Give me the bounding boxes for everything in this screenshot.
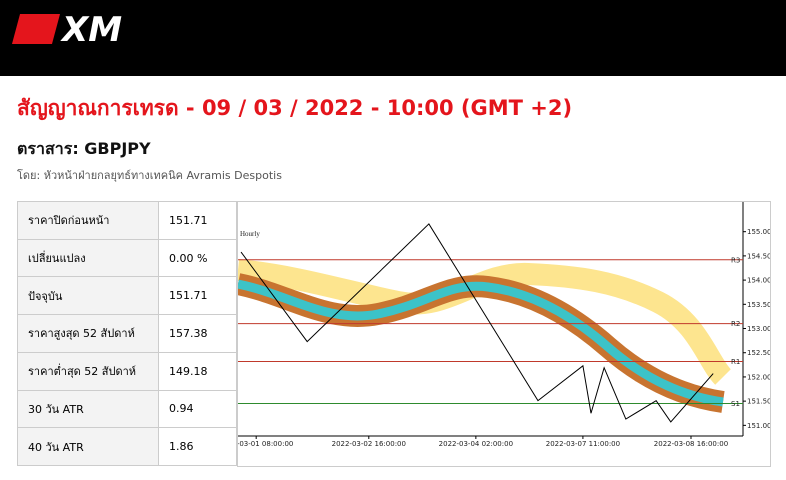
row-label: 30 วัน ATR	[17, 389, 159, 429]
row-label: 40 วัน ATR	[17, 427, 159, 466]
table-row: ราคาสูงสุด 52 สัปดาห์ 157.38	[17, 314, 237, 353]
y-tick-label: 151.00	[747, 422, 771, 430]
row-label: เปลี่ยนแปลง	[17, 238, 159, 278]
row-value: 157.38	[158, 314, 237, 353]
instrument: ตราสาร: GBPJPY	[17, 139, 151, 158]
row-value: 1.86	[158, 427, 237, 466]
table-row: ปัจจุบัน 151.71	[17, 276, 237, 316]
y-tick-label: 155.00	[747, 228, 771, 236]
x-tick-label: 2022-03-04 02:00:00	[439, 440, 513, 448]
row-value: 151.71	[158, 276, 237, 316]
band-yellow	[238, 259, 732, 385]
x-tick-label: 2022-03-02 16:00:00	[332, 440, 406, 448]
row-value: 151.71	[158, 201, 237, 240]
level-label: R1	[731, 358, 740, 366]
y-tick-label: 152.50	[747, 349, 771, 357]
y-tick-label: 151.50	[747, 398, 771, 406]
bands	[238, 259, 732, 413]
row-value: 0.00 %	[158, 238, 237, 278]
x-tick-label: 2022-03-01 08:00:00	[237, 440, 293, 448]
x-tick-label: 2022-03-07 11:00:00	[546, 440, 620, 448]
chart: Hourly 151.00 151.50 152.00 152.50 153.00 153.…	[237, 201, 771, 467]
logo[interactable]: XM	[11, 10, 123, 50]
band-teal	[238, 279, 724, 407]
price-line	[240, 223, 714, 423]
table-row: ราคาปิดก่อนหน้า 151.71	[17, 201, 237, 240]
table-row: ราคาต่ำสุด 52 สัปดาห์ 149.18	[17, 351, 237, 391]
y-tick-label: 153.50	[747, 301, 771, 309]
title: สัญญาณการเทรด - 09 / 03 / 2022 - 10:00 (…	[17, 96, 573, 120]
y-tick-label: 154.00	[747, 277, 771, 285]
table-row: 40 วัน ATR 1.86	[17, 427, 237, 466]
author: โดย: หัวหน้าฝ่ายกลยุทธ์ทางเทคนิค Avramis…	[17, 169, 282, 182]
y-tick-label: 153.00	[747, 325, 771, 333]
chart-title: Hourly	[240, 230, 260, 238]
level-label: S1	[731, 400, 740, 408]
level-label: R2	[731, 320, 740, 328]
row-label: ราคาต่ำสุด 52 สัปดาห์	[17, 351, 159, 391]
stats-table: ราคาปิดก่อนหน้า 151.71 เปลี่ยนแปลง 0.00 % ปั…	[17, 201, 237, 466]
x-tick-label: 2022-03-08 16:00:00	[654, 440, 728, 448]
y-tick-label: 154.50	[747, 252, 771, 260]
y-tick-label: 152.00	[747, 373, 771, 381]
top-bar: XM	[0, 0, 786, 76]
row-value: 149.18	[158, 351, 237, 391]
table-row: เปลี่ยนแปลง 0.00 %	[17, 238, 237, 278]
level-label: R3	[731, 256, 740, 264]
row-label: ปัจจุบัน	[17, 276, 159, 316]
row-label: ราคาปิดก่อนหน้า	[17, 201, 159, 240]
row-label: ราคาสูงสุด 52 สัปดาห์	[17, 314, 159, 353]
row-value: 0.94	[158, 389, 237, 429]
table-row: 30 วัน ATR 0.94	[17, 389, 237, 429]
logo-text: XM	[62, 10, 123, 50]
